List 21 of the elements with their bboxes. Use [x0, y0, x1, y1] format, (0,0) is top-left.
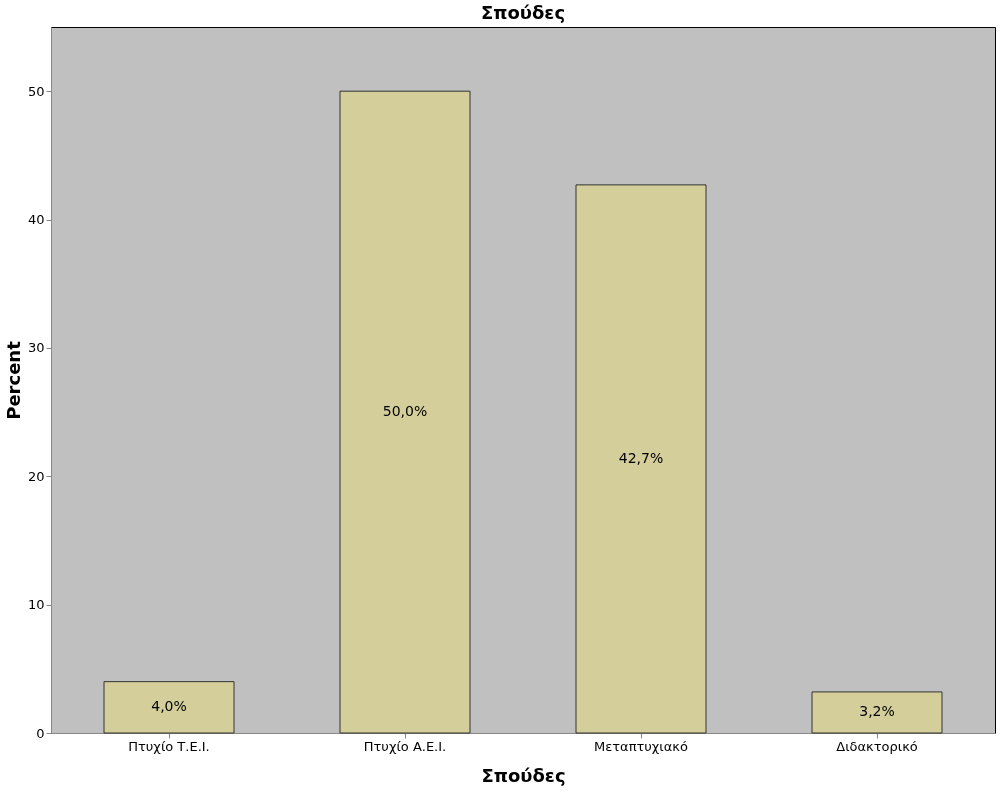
y-tick-label: 20	[27, 468, 45, 484]
data-label: 42,7%	[618, 449, 664, 466]
y-tick-label: 10	[27, 597, 45, 613]
y-tick-label: 40	[27, 212, 45, 228]
bar	[575, 184, 707, 734]
data-label: 3,2%	[859, 703, 895, 720]
x-tick-label: Διδακτορικό	[836, 738, 918, 754]
chart-title: Σπούδες	[480, 2, 566, 23]
bar	[811, 691, 943, 734]
bar	[339, 90, 471, 734]
x-tick-label: Πτυχίο Τ.Ε.Ι.	[128, 738, 210, 754]
y-tick-label: 50	[27, 83, 45, 99]
y-tick-label: 30	[27, 340, 45, 356]
data-label: 50,0%	[382, 403, 428, 420]
y-axis-title: Percent	[2, 340, 24, 420]
x-tick-label: Πτυχίο Α.Ε.Ι.	[363, 738, 447, 754]
data-label: 4,0%	[151, 698, 187, 715]
x-axis-title: Σπούδες	[481, 764, 566, 786]
x-tick-label: Μεταπτυχιακό	[594, 738, 688, 754]
bar	[103, 681, 235, 734]
y-tick-label: 0	[36, 725, 45, 741]
